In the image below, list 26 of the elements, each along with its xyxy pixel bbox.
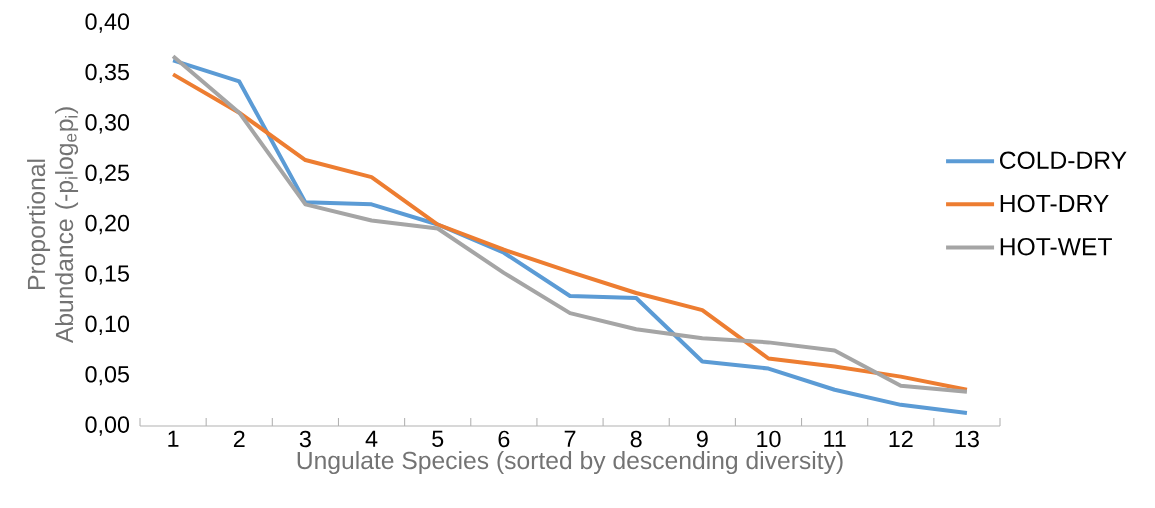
y-tick-label: 0,10 (85, 315, 130, 335)
y-tick-label: 0,00 (85, 416, 130, 436)
y-tick-label: 0,30 (85, 114, 130, 134)
y-tick-label: 0,25 (85, 164, 129, 184)
x-tick-label: 8 (630, 430, 642, 448)
x-tick-label: 6 (498, 430, 510, 448)
y-tick-label: 0,15 (85, 265, 129, 285)
x-tick-label: 3 (299, 430, 311, 448)
x-tick-label: 1 (168, 430, 179, 447)
x-tick-label: 12 (889, 430, 913, 447)
y-tick-label: 0,20 (85, 214, 130, 235)
legend-label: HOT-DRY (1000, 194, 1109, 213)
x-axis-title: Ungulate Species (sorted by descending diversity) (297, 451, 843, 475)
x-tick-label: 5 (432, 430, 444, 447)
x-tick-label: 13 (955, 430, 979, 448)
x-tick-label: 4 (365, 430, 378, 447)
x-tick-label: 10 (757, 430, 781, 448)
x-tick-label: 9 (696, 430, 708, 448)
y-tick-label: 0,35 (85, 63, 129, 84)
x-tick-label: 11 (824, 430, 846, 447)
legend-label: COLD-DRY (999, 151, 1127, 169)
y-tick-label: 0,05 (85, 365, 129, 386)
x-tick-label: 2 (233, 430, 245, 447)
legend-label: HOT-WET (1000, 237, 1112, 256)
y-tick-label: 0,40 (85, 13, 130, 33)
x-tick-label: 7 (564, 430, 576, 447)
